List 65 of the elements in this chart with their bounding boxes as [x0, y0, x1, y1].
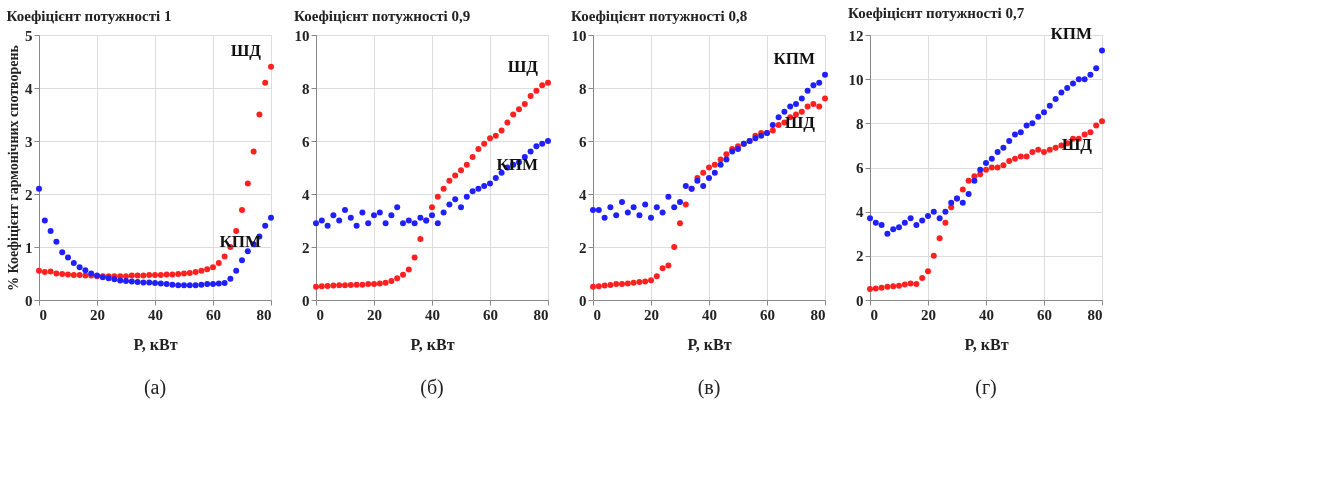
y-axis-title: % Коефіцієнт гармонічних спотворень [6, 44, 21, 292]
y-tick-label: 4 [302, 186, 310, 203]
x-tick-label: 60 [206, 306, 221, 323]
y-tick-label: 10 [571, 27, 587, 44]
x-tick-label: 80 [1087, 306, 1103, 323]
y-tick-label: 4 [25, 80, 33, 97]
y-tick-label: 2 [302, 239, 310, 256]
y-tick-label: 10 [294, 27, 310, 44]
x-tick-label: 0 [593, 306, 601, 323]
text: (в) [697, 376, 721, 399]
text: (а) [143, 376, 167, 399]
x-tick-label: 20 [90, 306, 105, 323]
series-label: ШД [507, 56, 539, 76]
y-tick-label: 4 [856, 204, 864, 221]
x-tick-label: 40 [979, 306, 994, 323]
chart-title: Коефіцієнт потужності 1 [6, 8, 172, 24]
y-tick-label: 6 [579, 133, 587, 150]
text: (г) [975, 376, 997, 399]
y-tick-label: 0 [25, 292, 33, 309]
y-tick-label: 10 [848, 71, 864, 88]
x-tick-label: 20 [921, 306, 936, 323]
series-label: КПМ [1050, 24, 1092, 44]
x-tick-label: 80 [533, 306, 549, 323]
chart-title: Коефіцієнт потужності 0,9 [294, 8, 471, 24]
x-tick-label: 40 [148, 306, 163, 323]
chart-title: Коефіцієнт потужності 0,7 [848, 5, 1025, 22]
x-axis-title: P, кВт [133, 335, 178, 353]
x-tick-label: 0 [316, 306, 324, 323]
x-axis-title: P, кВт [410, 335, 455, 353]
y-tick-label: 5 [25, 27, 33, 44]
y-tick-label: 12 [848, 27, 864, 44]
y-tick-label: 0 [302, 292, 310, 309]
x-tick-label: 20 [644, 306, 659, 323]
x-axis-title: P, кВт [687, 335, 732, 353]
chart-title: Коефіцієнт потужності 0,8 [571, 8, 748, 24]
x-tick-label: 60 [760, 306, 775, 323]
y-tick-label: 8 [579, 80, 587, 97]
y-tick-label: 8 [302, 80, 310, 97]
x-tick-label: 0 [39, 306, 47, 323]
series-label: ШД [784, 112, 816, 132]
y-tick-label: 8 [856, 115, 864, 132]
y-tick-label: 2 [25, 186, 33, 203]
series-label: КПМ [773, 48, 815, 68]
text: (б) [420, 376, 444, 399]
y-tick-label: 2 [579, 239, 587, 256]
y-tick-label: 0 [856, 292, 864, 309]
y-tick-label: 0 [579, 292, 587, 309]
x-tick-label: 80 [810, 306, 826, 323]
y-tick-label: 1 [25, 239, 33, 256]
y-tick-label: 6 [302, 133, 310, 150]
y-tick-label: 2 [856, 248, 864, 265]
x-tick-label: 60 [483, 306, 498, 323]
series-label: ШД [230, 40, 262, 60]
x-tick-label: 60 [1037, 306, 1052, 323]
x-tick-label: 40 [702, 306, 717, 323]
series-label: ШД [1061, 135, 1093, 155]
x-axis-title: P, кВт [964, 335, 1009, 353]
x-tick-label: 0 [870, 306, 878, 323]
y-tick-label: 4 [579, 186, 587, 203]
series-label: КПМ [219, 231, 261, 251]
x-tick-label: 80 [256, 306, 272, 323]
x-tick-label: 40 [425, 306, 440, 323]
x-tick-label: 20 [367, 306, 382, 323]
y-tick-label: 3 [25, 133, 33, 150]
y-tick-label: 6 [856, 160, 864, 176]
